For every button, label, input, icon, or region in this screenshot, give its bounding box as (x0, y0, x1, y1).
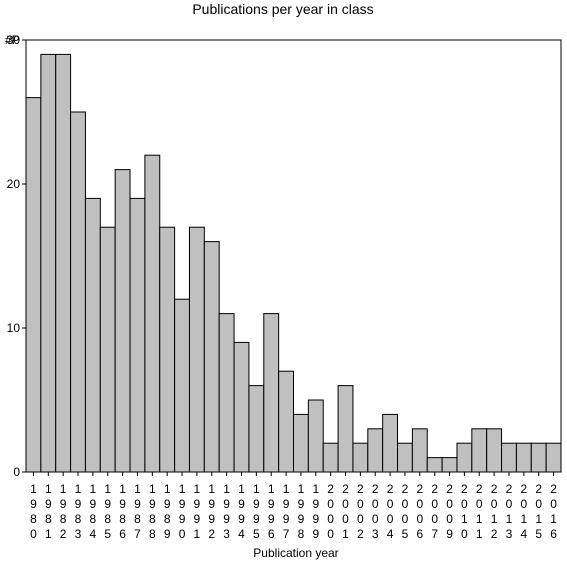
bar-2006 (411, 428, 428, 473)
bar-1993 (218, 313, 235, 473)
bar-1982 (55, 53, 72, 473)
bar-1992 (203, 241, 220, 473)
bar-2012 (486, 428, 503, 473)
bar-1999 (307, 399, 324, 473)
y-tick-label: 30 (7, 33, 21, 47)
bar-1996 (263, 313, 280, 473)
bar-1991 (188, 226, 205, 473)
bar-1983 (70, 111, 86, 473)
bar-2013 (501, 442, 517, 473)
bar-2005 (397, 442, 413, 473)
bar-2004 (382, 413, 399, 473)
bar-2003 (367, 428, 384, 473)
y-tick-label: 10 (7, 321, 21, 335)
bar-2016 (545, 442, 562, 473)
bar-1987 (129, 197, 146, 473)
bar-1984 (84, 197, 101, 473)
bar-1980 (25, 97, 42, 473)
bar-2014 (515, 442, 532, 473)
y-tick-label: 0 (13, 465, 20, 479)
bar-2011 (471, 428, 488, 473)
bar-1989 (159, 226, 176, 473)
y-axis-ticks: 0 10 20 30 (7, 33, 26, 479)
x-axis-label: Publication year (253, 546, 338, 560)
x-axis-ticks: 1 9 8 0 1 9 8 1 1 9 8 2 1 9 8 3 1 9 8 4 1 9 8 5 1 9 8 6 1 9 8 7 1 9 8 8 1 9 8 9… (30, 472, 557, 541)
bars-group (25, 53, 562, 473)
bar-1981 (40, 53, 57, 473)
y-axis-label: #P (5, 33, 20, 47)
bar-1995 (248, 385, 265, 473)
y-tick-label: 20 (7, 177, 21, 191)
bar-1988 (144, 154, 161, 473)
bar-2002 (352, 442, 369, 473)
bar-2015 (530, 442, 547, 473)
bar-1986 (114, 169, 131, 473)
bar-2007 (426, 457, 443, 473)
bar-1985 (99, 226, 116, 473)
bar-2010 (456, 442, 473, 473)
bar-2009 (441, 457, 458, 473)
bar-2000 (322, 442, 339, 473)
bar-1998 (293, 413, 309, 473)
plot-frame (25, 39, 562, 473)
bar-1990 (174, 298, 190, 473)
bar-1997 (278, 370, 295, 473)
bar-2001 (337, 385, 354, 473)
chart-title: Publications per year in class (192, 1, 373, 17)
bar-1994 (233, 341, 250, 473)
